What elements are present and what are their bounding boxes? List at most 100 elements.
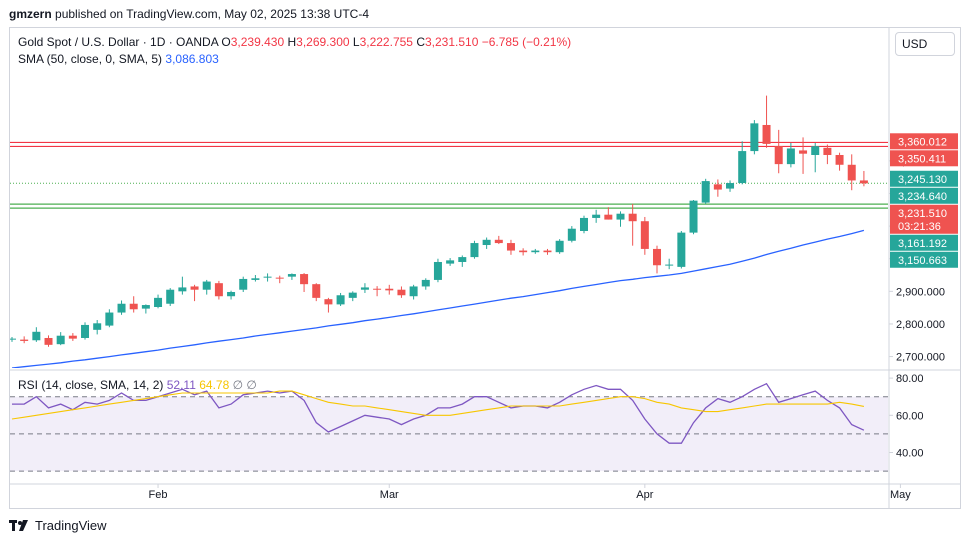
candle-body xyxy=(336,295,345,305)
candle-body xyxy=(397,289,406,296)
candle xyxy=(592,209,601,223)
legend-main[interactable]: Gold Spot / U.S. Dollar · 1D · OANDA O3,… xyxy=(18,35,571,49)
candle-body xyxy=(373,288,382,290)
legend-rsi[interactable]: RSI (14, close, SMA, 14, 2) 52.11 64.78 … xyxy=(18,378,257,392)
candle xyxy=(202,279,211,295)
candle xyxy=(628,203,637,246)
price-tag: 3,150.663 xyxy=(890,251,958,268)
rsi-tick-label: 60.00 xyxy=(896,410,924,422)
candle-body xyxy=(141,305,150,309)
price-tag-label: 3,150.663 xyxy=(898,255,947,267)
tradingview-logo-text: TradingView xyxy=(35,518,107,533)
candle-body xyxy=(628,213,637,222)
rsi-extra: ∅ ∅ xyxy=(232,378,257,392)
candle-body xyxy=(324,299,333,305)
candle-body xyxy=(20,339,29,341)
candle-body xyxy=(56,335,65,345)
candle xyxy=(859,170,868,187)
candle-body xyxy=(823,147,832,155)
publisher-name[interactable]: gmzern xyxy=(9,7,52,21)
candle xyxy=(214,280,223,300)
candle-body xyxy=(567,228,576,241)
price-tag-label: 3,231.510 xyxy=(898,208,947,220)
candle-body xyxy=(653,248,662,266)
candle xyxy=(263,273,272,282)
candle-body xyxy=(190,286,199,290)
tradingview-logo[interactable]: TradingView xyxy=(9,518,107,533)
candle xyxy=(482,237,491,249)
candle xyxy=(300,273,309,292)
rsi-ma-line xyxy=(11,390,865,420)
candle xyxy=(409,284,418,300)
price-tick-label: 2,800.000 xyxy=(896,319,945,331)
rsi-layer xyxy=(10,382,888,472)
candle-body xyxy=(616,213,625,220)
candle-body xyxy=(713,184,722,190)
sma-value: 3,086.803 xyxy=(165,52,219,66)
candle xyxy=(93,320,102,335)
rsi-tick-label: 80.00 xyxy=(896,373,924,385)
candle xyxy=(227,290,236,300)
symbol-title[interactable]: Gold Spot / U.S. Dollar · 1D · OANDA xyxy=(18,35,219,49)
rsi-label[interactable]: RSI (14, close, SMA, 14, 2) xyxy=(18,378,164,392)
price-tick-label: 2,700.000 xyxy=(896,352,945,364)
candle xyxy=(324,297,333,313)
candle-body xyxy=(726,183,735,189)
horizontal-lines xyxy=(10,141,888,209)
candle xyxy=(531,248,540,254)
price-tag: 3,161.192 xyxy=(890,234,958,251)
currency-selector[interactable]: USD xyxy=(895,32,955,56)
candle-body xyxy=(32,331,41,341)
candle-body xyxy=(640,221,649,249)
candle-body xyxy=(506,243,515,251)
open-value: 3,239.430 xyxy=(230,35,285,49)
candle xyxy=(373,286,382,297)
candle-body xyxy=(166,289,175,304)
published-text: published on TradingView.com, May 02, 20… xyxy=(55,7,369,21)
candle-body xyxy=(531,250,540,253)
candle-body xyxy=(774,146,783,165)
candle xyxy=(348,291,357,302)
price-tag-label: 3,350.411 xyxy=(898,153,946,165)
candle-body xyxy=(129,303,138,310)
candle xyxy=(446,258,455,266)
candle-body xyxy=(604,214,613,220)
price-tag-bg xyxy=(890,204,958,234)
candle-body xyxy=(93,323,102,330)
candle xyxy=(713,179,722,197)
close-label: C xyxy=(416,35,425,49)
candle-body xyxy=(592,214,601,218)
candle xyxy=(543,248,552,255)
candle-body xyxy=(275,277,284,279)
candle xyxy=(421,278,430,290)
candle xyxy=(190,284,199,302)
time-axis: Feb Mar Apr May xyxy=(149,484,911,501)
countdown-label: 03:21:36 xyxy=(898,221,941,233)
candle-body xyxy=(117,303,126,313)
candle xyxy=(20,336,29,344)
candle-body xyxy=(446,260,455,264)
candle xyxy=(287,273,296,280)
candle xyxy=(774,129,783,174)
candle xyxy=(397,286,406,298)
chart-frame[interactable] xyxy=(9,27,961,509)
candle xyxy=(555,239,564,254)
sma-label[interactable]: SMA (50, close, 0, SMA, 5) xyxy=(18,52,163,66)
candle-body xyxy=(68,335,77,339)
candle xyxy=(68,333,77,341)
candle xyxy=(799,137,808,174)
rsi-value: 52.11 xyxy=(166,378,196,392)
candle-body xyxy=(251,278,260,280)
candle-body xyxy=(689,200,698,233)
candle xyxy=(470,240,479,259)
price-tag-bg xyxy=(890,251,958,268)
candle xyxy=(312,283,321,302)
close-value: 3,231.510 xyxy=(424,35,479,49)
candle xyxy=(835,152,844,171)
candle-body xyxy=(799,150,808,154)
legend-sma[interactable]: SMA (50, close, 0, SMA, 5) 3,086.803 xyxy=(18,52,219,66)
grid xyxy=(10,28,961,509)
candle xyxy=(750,120,759,155)
